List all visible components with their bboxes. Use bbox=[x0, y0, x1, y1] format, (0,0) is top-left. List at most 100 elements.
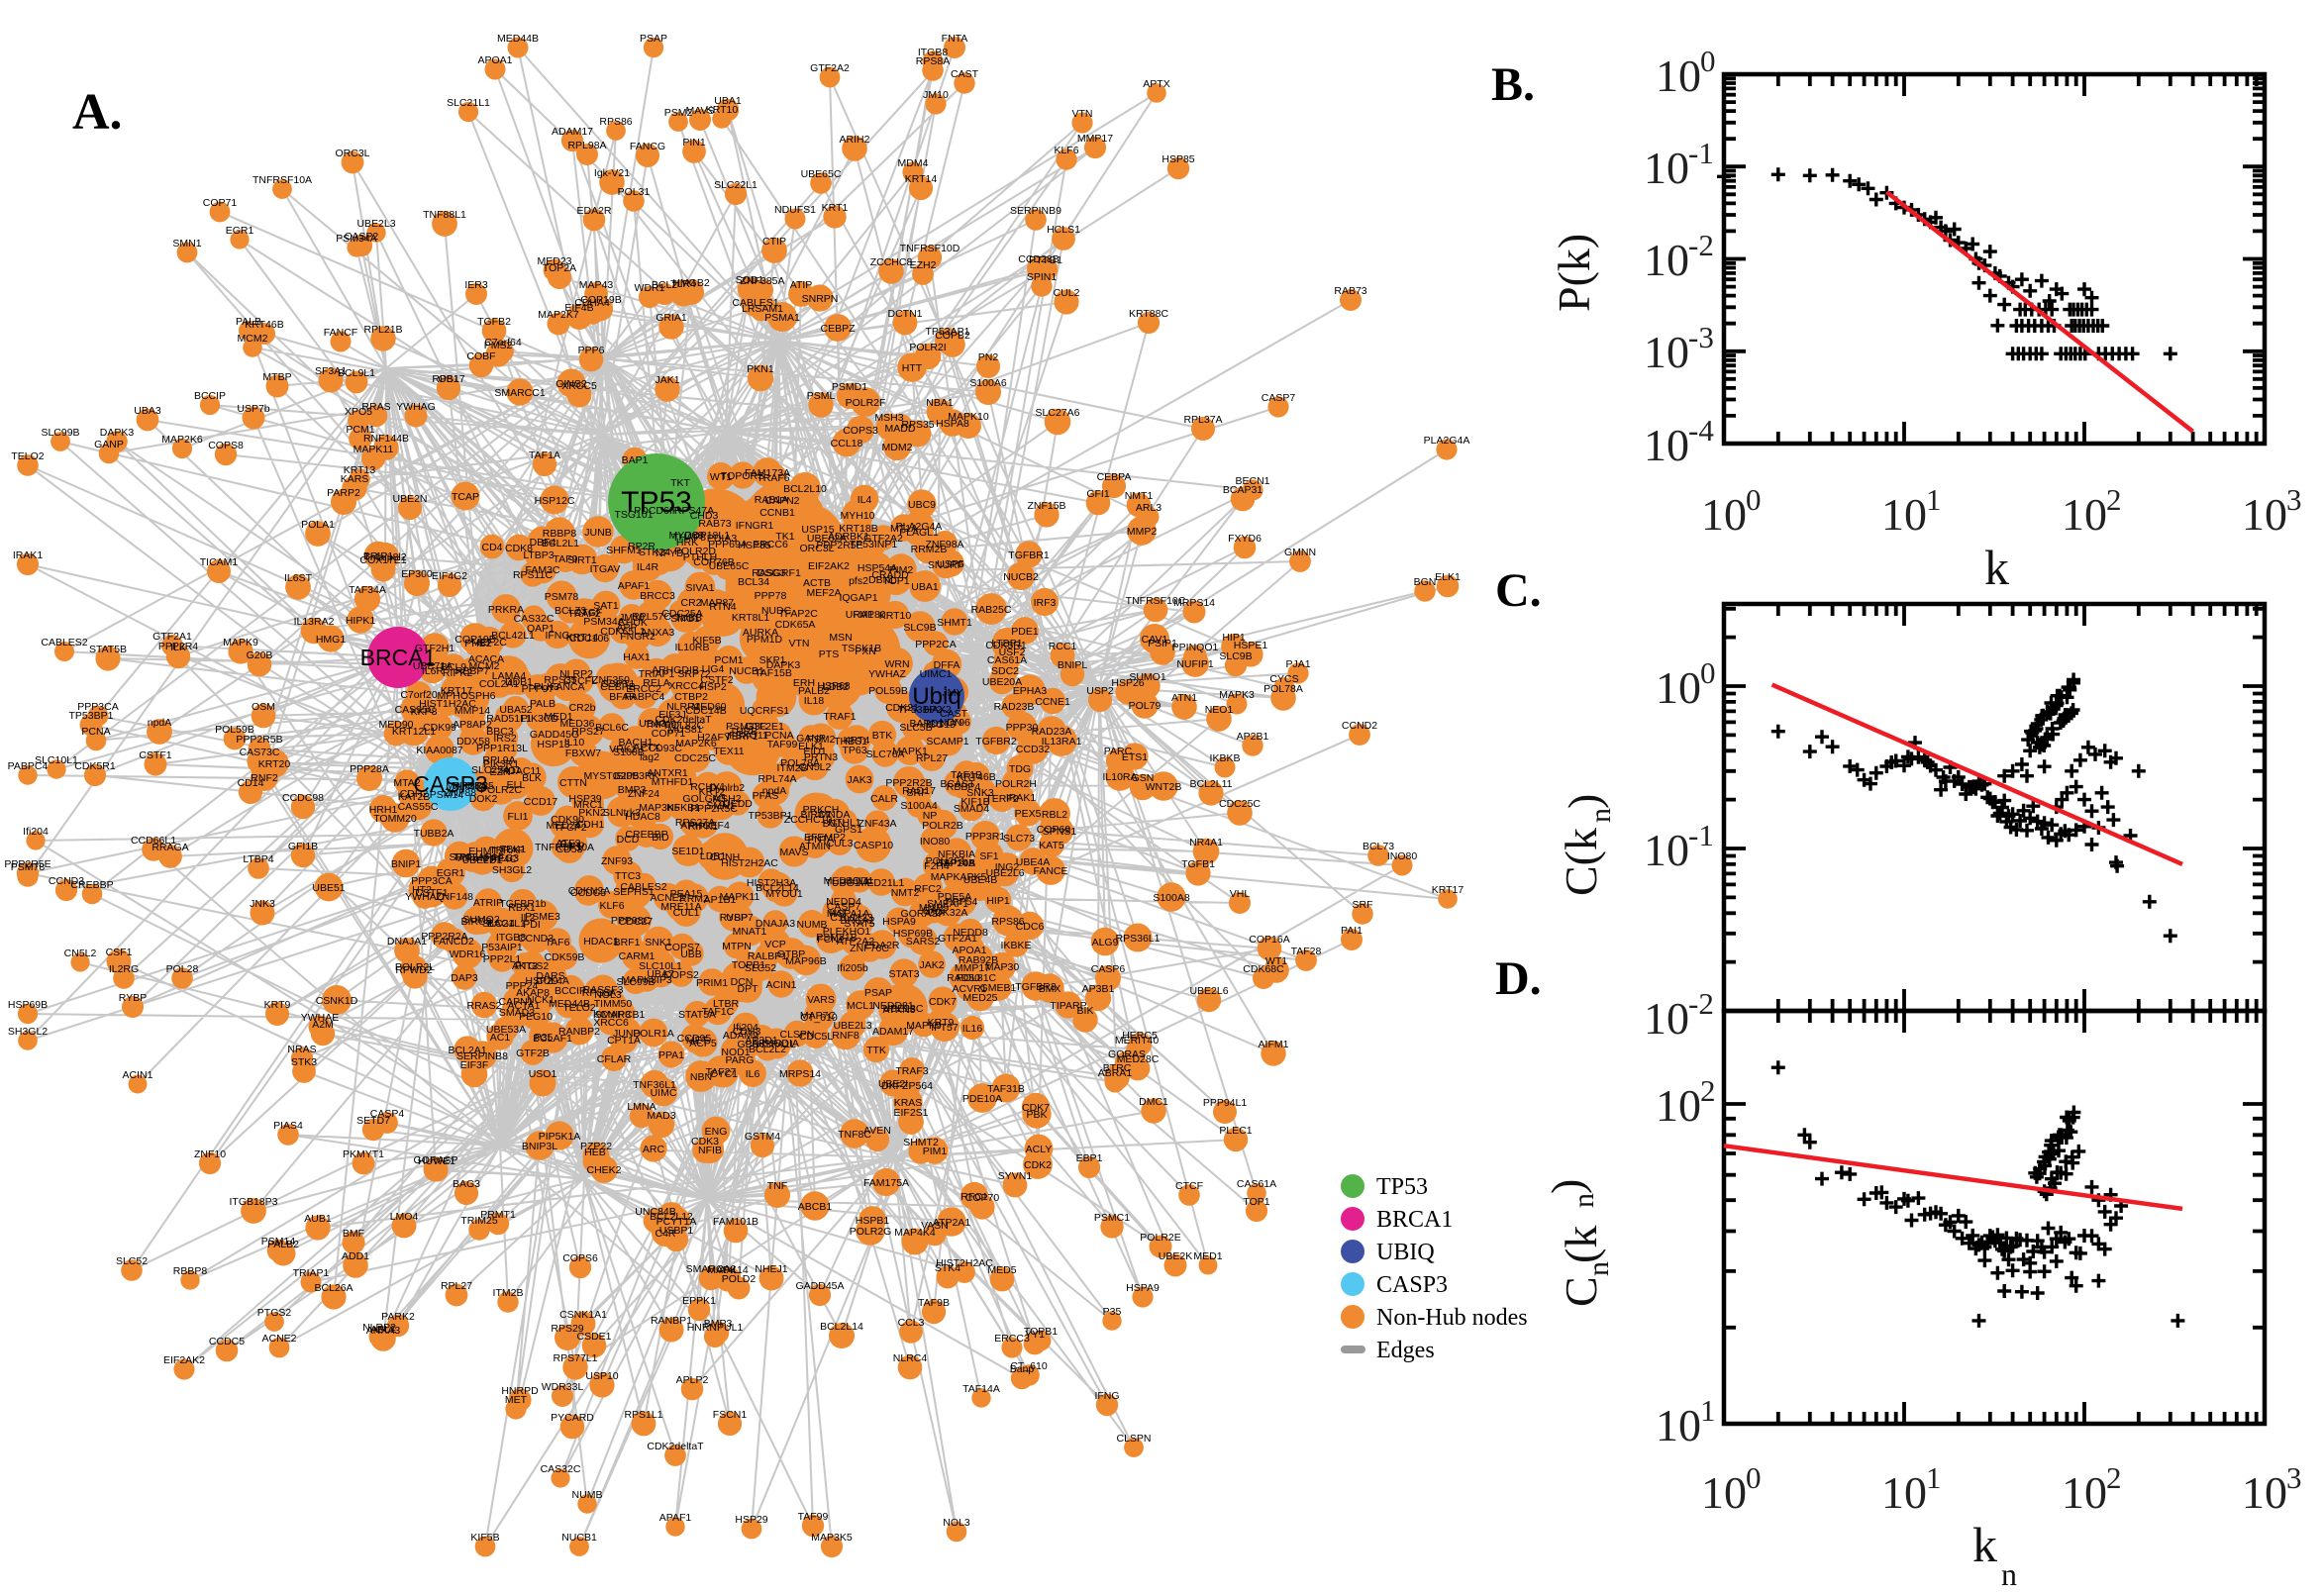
svg-text:BRCA1: BRCA1 bbox=[1376, 1207, 1453, 1233]
svg-text:COP76B: COP76B bbox=[693, 556, 734, 568]
svg-text:POL31: POL31 bbox=[618, 186, 651, 198]
svg-text:CRADD: CRADD bbox=[871, 569, 909, 581]
svg-text:B.: B. bbox=[1491, 58, 1535, 111]
svg-text:CAS32C: CAS32C bbox=[514, 613, 555, 625]
svg-text:RPL98A: RPL98A bbox=[567, 140, 606, 151]
svg-text:10: 10 bbox=[1644, 143, 1689, 193]
svg-text:AP3B1: AP3B1 bbox=[1082, 983, 1115, 995]
svg-text:UBE2L3: UBE2L3 bbox=[356, 218, 395, 230]
svg-text:EFEMP2: EFEMP2 bbox=[804, 832, 846, 844]
svg-text:ACIN1: ACIN1 bbox=[123, 1069, 153, 1081]
svg-text:GANP: GANP bbox=[94, 439, 124, 450]
svg-text:LTBP4: LTBP4 bbox=[243, 853, 273, 865]
svg-text:UBA3: UBA3 bbox=[639, 718, 666, 730]
svg-text:PALB2: PALB2 bbox=[798, 685, 830, 697]
svg-text:CHD3: CHD3 bbox=[690, 510, 719, 522]
svg-text:SNRPN: SNRPN bbox=[802, 293, 839, 305]
svg-text:SH3GL2: SH3GL2 bbox=[492, 864, 532, 876]
svg-text:PSM78: PSM78 bbox=[545, 591, 579, 603]
svg-text:RASSF3: RASSF3 bbox=[583, 984, 624, 996]
svg-text:GMEB1: GMEB1 bbox=[980, 982, 1017, 994]
svg-text:PLEC1: PLEC1 bbox=[1219, 1125, 1252, 1137]
svg-text:POL59B: POL59B bbox=[215, 724, 254, 736]
svg-text:ARL3: ARL3 bbox=[1136, 502, 1162, 514]
svg-text:PYCARD: PYCARD bbox=[551, 1412, 594, 1424]
svg-text:COP70: COP70 bbox=[965, 1192, 1000, 1204]
svg-text:PEG10: PEG10 bbox=[519, 1011, 553, 1023]
svg-text:PKN1: PKN1 bbox=[747, 363, 774, 375]
svg-text:RAB25C: RAB25C bbox=[971, 604, 1012, 616]
svg-text:S100A6: S100A6 bbox=[969, 377, 1007, 389]
svg-text:PLA2G4A: PLA2G4A bbox=[896, 521, 943, 533]
svg-text:IL13RA1: IL13RA1 bbox=[1042, 736, 1082, 748]
svg-text:AUB1: AUB1 bbox=[304, 1213, 332, 1225]
svg-text:GSPT1: GSPT1 bbox=[601, 678, 636, 690]
svg-text:BCL73: BCL73 bbox=[555, 605, 586, 617]
svg-text:CR2b: CR2b bbox=[569, 702, 596, 714]
svg-text:PKN2: PKN2 bbox=[578, 807, 606, 819]
svg-text:UBA52: UBA52 bbox=[499, 704, 532, 716]
svg-text:BMP3: BMP3 bbox=[704, 1318, 733, 1330]
svg-text:IL16: IL16 bbox=[962, 1023, 983, 1035]
svg-text:PSML: PSML bbox=[807, 390, 836, 402]
svg-text:JUNB: JUNB bbox=[584, 527, 611, 539]
svg-text:EGR1: EGR1 bbox=[226, 225, 254, 237]
svg-text:CCL18: CCL18 bbox=[831, 438, 863, 449]
svg-text:UBA1: UBA1 bbox=[911, 581, 939, 593]
svg-text:CSTF1: CSTF1 bbox=[139, 749, 171, 761]
svg-text:PMS2: PMS2 bbox=[484, 340, 513, 351]
svg-text:RPL21B: RPL21B bbox=[363, 324, 402, 336]
svg-text:CSF1: CSF1 bbox=[106, 947, 133, 958]
svg-text:SLC52: SLC52 bbox=[116, 1255, 148, 1267]
svg-text:PSM34A: PSM34A bbox=[336, 233, 376, 245]
svg-text:TGFB1: TGFB1 bbox=[1181, 858, 1215, 870]
svg-text:GFI1B: GFI1B bbox=[288, 841, 318, 852]
svg-text:TEX11: TEX11 bbox=[713, 746, 744, 757]
svg-text:PPP2R5E: PPP2R5E bbox=[4, 858, 50, 870]
svg-text:PPP98C: PPP98C bbox=[611, 915, 652, 927]
svg-text:PPP24: PPP24 bbox=[506, 980, 539, 992]
svg-text:TAF34A: TAF34A bbox=[349, 584, 386, 596]
svg-text:HSP13: HSP13 bbox=[537, 739, 569, 750]
svg-text:ADD1: ADD1 bbox=[342, 1250, 369, 1262]
svg-text:NRAS: NRAS bbox=[287, 1044, 316, 1055]
svg-text:KRT18B: KRT18B bbox=[839, 523, 878, 535]
svg-text:FNTA: FNTA bbox=[942, 33, 968, 45]
svg-text:MAPK8IP3: MAPK8IP3 bbox=[621, 974, 672, 986]
svg-text:FLI1: FLI1 bbox=[507, 811, 528, 823]
svg-text:C: C bbox=[1556, 1276, 1606, 1307]
svg-text:UBE2L6: UBE2L6 bbox=[1189, 985, 1228, 997]
svg-text:(k: (k bbox=[1556, 1226, 1606, 1263]
svg-text:CABLES2: CABLES2 bbox=[41, 637, 87, 648]
svg-text:OB1: OB1 bbox=[438, 373, 458, 385]
svg-text:SMEAF1: SMEAF1 bbox=[927, 898, 968, 910]
svg-text:BBC3: BBC3 bbox=[486, 726, 514, 738]
svg-text:GFI1: GFI1 bbox=[1086, 488, 1109, 500]
svg-text:JAK3: JAK3 bbox=[847, 774, 871, 786]
svg-text:ZNF93: ZNF93 bbox=[601, 855, 633, 867]
svg-text:SHMT1: SHMT1 bbox=[937, 617, 972, 629]
svg-text:PPP6: PPP6 bbox=[578, 345, 605, 356]
svg-text:AC1: AC1 bbox=[490, 1032, 511, 1044]
svg-text:SDC2: SDC2 bbox=[991, 665, 1019, 677]
svg-text:TERF2: TERF2 bbox=[985, 793, 1018, 805]
svg-text:CASP10: CASP10 bbox=[854, 840, 893, 851]
svg-text:FAM101B: FAM101B bbox=[713, 1216, 758, 1228]
svg-text:LMO4: LMO4 bbox=[390, 1211, 419, 1223]
svg-text:TELO2: TELO2 bbox=[562, 1002, 595, 1014]
svg-text:UBE2K: UBE2K bbox=[1159, 1250, 1192, 1262]
svg-text:MAVS: MAVS bbox=[686, 105, 715, 117]
svg-text:TNF88L1: TNF88L1 bbox=[423, 209, 466, 221]
svg-text:ZNF15B: ZNF15B bbox=[1027, 500, 1065, 512]
svg-text:TP53: TP53 bbox=[1376, 1174, 1428, 1200]
svg-text:CLSPN: CLSPN bbox=[1116, 1433, 1151, 1445]
svg-text:CDKN2A: CDKN2A bbox=[568, 885, 611, 897]
svg-text:HIPK1: HIPK1 bbox=[346, 615, 376, 627]
svg-text:TAF6: TAF6 bbox=[546, 937, 570, 948]
svg-text:GRIA1: GRIA1 bbox=[656, 312, 687, 324]
svg-text:TNFRSF10D: TNFRSF10D bbox=[900, 243, 960, 254]
svg-text:Edges: Edges bbox=[1376, 1338, 1435, 1363]
svg-text:CD4: CD4 bbox=[481, 542, 502, 553]
svg-text:TOPB1: TOPB1 bbox=[732, 959, 765, 971]
svg-text:COBF: COBF bbox=[466, 350, 495, 362]
